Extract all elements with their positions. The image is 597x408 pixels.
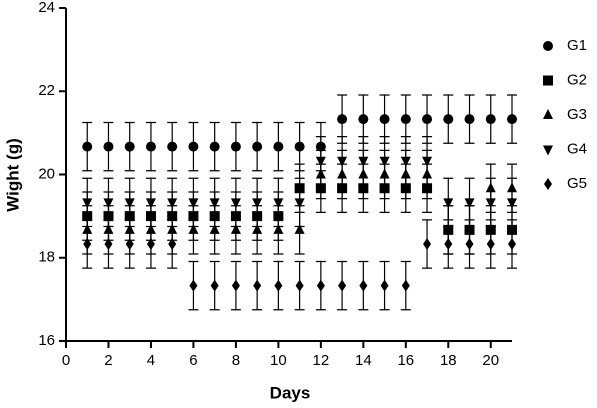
point [82, 198, 93, 209]
point [422, 114, 433, 125]
axes [65, 8, 512, 342]
point [167, 198, 178, 209]
point [400, 114, 411, 125]
x-tick-label: 16 [397, 352, 414, 369]
point [188, 223, 199, 234]
point [274, 279, 283, 292]
legend-marker [543, 109, 553, 119]
point [124, 198, 135, 209]
point [124, 141, 135, 152]
y-axis-label: Wight (g) [3, 138, 22, 211]
point [400, 156, 411, 167]
point [485, 114, 496, 125]
point [508, 238, 516, 251]
x-axis-label: Days [270, 383, 311, 402]
point [337, 114, 348, 125]
legend-label: G1 [567, 37, 587, 54]
point [294, 223, 305, 234]
point [83, 238, 92, 251]
point [168, 238, 177, 251]
point [145, 198, 156, 209]
point [209, 141, 220, 152]
point [273, 223, 284, 234]
legend-marker [544, 178, 552, 190]
point [338, 279, 347, 292]
point [231, 279, 240, 292]
point [316, 279, 325, 292]
x-tick-label: 0 [62, 352, 70, 369]
point [507, 198, 517, 209]
point [125, 238, 134, 251]
point [210, 279, 219, 292]
point [379, 156, 390, 167]
point [230, 198, 241, 209]
point [209, 198, 220, 209]
point [230, 223, 241, 234]
y-tick-label: 16 [38, 332, 55, 349]
point [379, 114, 390, 125]
point [444, 238, 453, 251]
point [507, 114, 517, 125]
point [82, 141, 93, 152]
point [486, 238, 495, 251]
y-tick-label: 24 [38, 0, 55, 16]
point [188, 141, 199, 152]
point [358, 114, 369, 125]
point [189, 279, 198, 292]
point [359, 279, 368, 292]
point [443, 198, 454, 209]
y-tick-label: 20 [38, 165, 55, 182]
x-tick-label: 6 [189, 352, 197, 369]
point [401, 279, 410, 292]
point [145, 141, 156, 152]
legend-marker [543, 75, 553, 86]
point [380, 279, 389, 292]
point [315, 156, 326, 167]
x-tick-label: 10 [270, 352, 287, 369]
point [209, 223, 220, 234]
x-tick-label: 2 [104, 352, 112, 369]
point [465, 238, 474, 251]
legend-label: G2 [567, 71, 587, 88]
point [104, 238, 113, 251]
point [146, 238, 155, 251]
point [294, 141, 305, 152]
point [167, 141, 178, 152]
point [273, 198, 284, 209]
legend-label: G3 [567, 106, 587, 123]
point [103, 141, 114, 152]
point [485, 198, 496, 209]
point [337, 156, 348, 167]
point [252, 198, 263, 209]
legend-marker [543, 41, 553, 51]
x-tick-label: 20 [482, 352, 499, 369]
point [295, 279, 304, 292]
point [188, 198, 199, 209]
x-tick-label: 4 [147, 352, 155, 369]
legend-label: G5 [567, 175, 587, 192]
point [358, 156, 369, 167]
point [253, 279, 262, 292]
x-tick-label: 14 [355, 352, 372, 369]
point [230, 141, 241, 152]
point [273, 141, 284, 152]
y-tick-label: 18 [38, 249, 55, 266]
x-tick-label: 8 [232, 352, 240, 369]
legend-label: G4 [567, 140, 587, 157]
point [103, 198, 114, 209]
point [423, 238, 432, 251]
point [443, 114, 454, 125]
x-tick-label: 18 [440, 352, 457, 369]
point [464, 114, 475, 125]
point [294, 198, 305, 209]
point [252, 223, 263, 234]
point [252, 141, 263, 152]
point [422, 156, 433, 167]
x-tick-label: 12 [313, 352, 330, 369]
point [464, 198, 475, 209]
y-tick-label: 22 [38, 82, 55, 99]
legend-marker [543, 145, 553, 156]
